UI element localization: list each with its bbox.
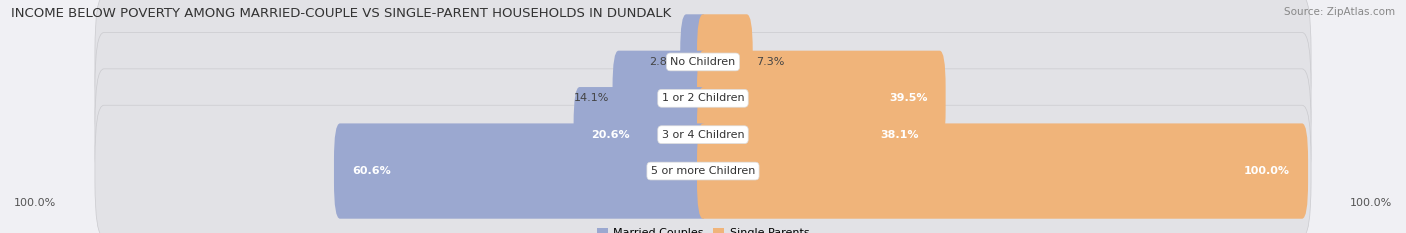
Text: 100.0%: 100.0% [1244,166,1291,176]
FancyBboxPatch shape [96,69,1310,201]
FancyBboxPatch shape [96,0,1310,128]
FancyBboxPatch shape [613,51,709,146]
Text: 38.1%: 38.1% [880,130,920,140]
Text: 1 or 2 Children: 1 or 2 Children [662,93,744,103]
Text: Source: ZipAtlas.com: Source: ZipAtlas.com [1284,7,1395,17]
FancyBboxPatch shape [697,14,752,110]
Text: 60.6%: 60.6% [352,166,391,176]
Text: 100.0%: 100.0% [1350,198,1392,208]
FancyBboxPatch shape [96,32,1310,164]
FancyBboxPatch shape [681,14,709,110]
Text: 20.6%: 20.6% [592,130,630,140]
Text: 2.8%: 2.8% [648,57,678,67]
Text: 7.3%: 7.3% [755,57,785,67]
Text: 3 or 4 Children: 3 or 4 Children [662,130,744,140]
Text: 100.0%: 100.0% [14,198,56,208]
Legend: Married Couples, Single Parents: Married Couples, Single Parents [592,223,814,233]
Text: 5 or more Children: 5 or more Children [651,166,755,176]
FancyBboxPatch shape [697,123,1308,219]
Text: INCOME BELOW POVERTY AMONG MARRIED-COUPLE VS SINGLE-PARENT HOUSEHOLDS IN DUNDALK: INCOME BELOW POVERTY AMONG MARRIED-COUPL… [11,7,672,20]
FancyBboxPatch shape [697,51,946,146]
FancyBboxPatch shape [574,87,709,182]
Text: 39.5%: 39.5% [889,93,928,103]
Text: 14.1%: 14.1% [574,93,610,103]
FancyBboxPatch shape [96,105,1310,233]
FancyBboxPatch shape [697,87,938,182]
FancyBboxPatch shape [335,123,709,219]
Text: No Children: No Children [671,57,735,67]
